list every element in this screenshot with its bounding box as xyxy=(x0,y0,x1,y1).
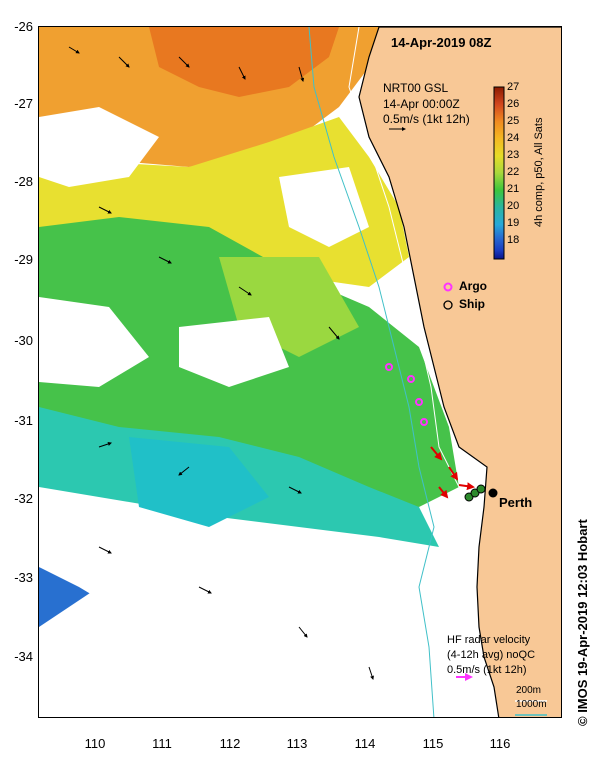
argo-legend-symbol xyxy=(443,282,453,292)
ship-markers xyxy=(464,484,486,502)
cloud-gap-1 xyxy=(39,107,159,187)
map-canvas xyxy=(39,27,561,717)
sst-orange-core xyxy=(149,27,339,97)
colorbar-tick: 18 xyxy=(507,234,520,246)
depth-1000m-contour xyxy=(308,27,435,717)
colorbar-tick-labels: 27 26 25 24 23 22 21 20 19 18 xyxy=(507,81,537,261)
y-tick-label: -30 xyxy=(14,333,33,348)
colorbar-tick: 23 xyxy=(507,149,520,161)
ship-legend-label: Ship xyxy=(459,297,485,311)
x-tick-label: 111 xyxy=(152,736,172,751)
current-arrows xyxy=(68,46,374,680)
colorbar-tick: 27 xyxy=(507,81,520,93)
argo-markers xyxy=(385,363,428,426)
y-tick-label: -34 xyxy=(14,649,33,664)
hf-line1: HF radar velocity xyxy=(447,634,531,646)
x-tick-label: 113 xyxy=(286,736,308,751)
x-tick-label: 115 xyxy=(422,736,444,751)
y-tick-label: -26 xyxy=(14,19,33,34)
x-tick-label: 116 xyxy=(489,736,511,751)
colorbar-tick: 20 xyxy=(507,200,520,212)
colorbar-tick: 19 xyxy=(507,217,520,229)
sst-cyan-patch xyxy=(129,437,269,527)
hf-radar-arrows xyxy=(430,446,475,499)
depth-label-1000m: 1000m xyxy=(516,699,547,710)
colorbar-tick: 22 xyxy=(507,166,520,178)
depth-200m-contour xyxy=(348,27,470,717)
depth-label-200m: 200m xyxy=(516,685,542,696)
cloud-gap-2 xyxy=(39,297,149,387)
colorbar xyxy=(493,86,505,260)
perth-label: Perth xyxy=(499,495,533,510)
ship-legend-symbol xyxy=(443,300,453,310)
y-tick-label: -27 xyxy=(14,96,33,111)
colorbar-tick: 25 xyxy=(507,115,520,127)
colorbar-tick: 26 xyxy=(507,98,520,110)
colorbar-label: 4h comp, p50, All Sats xyxy=(533,117,545,227)
model-line1: NRT00 GSL xyxy=(383,81,449,95)
y-tick-label: -32 xyxy=(14,491,33,506)
cloud-gap-5 xyxy=(279,167,369,247)
cloud-gap-4 xyxy=(179,317,289,387)
hf-line2: (4-12h avg) noQC xyxy=(447,649,536,661)
land-mass xyxy=(358,27,561,717)
x-tick-label: 112 xyxy=(219,736,241,751)
colorbar-tick: 24 xyxy=(507,132,520,144)
y-tick-label: -29 xyxy=(14,252,33,267)
model-line3: 0.5m/s (1kt 12h) xyxy=(383,112,470,126)
colorbar-tick: 21 xyxy=(507,183,520,195)
sst-yellow-band xyxy=(39,117,409,287)
copyright-notice: © IMOS 19-Apr-2019 12:03 Hobart xyxy=(575,519,590,726)
map-title: 14-Apr-2019 08Z xyxy=(391,35,492,50)
cloud-gap-3 xyxy=(39,527,419,717)
x-tick-label: 114 xyxy=(354,736,376,751)
y-tick-label: -31 xyxy=(14,413,33,428)
model-line2: 14-Apr 00:00Z xyxy=(383,97,460,111)
sst-map: 14-Apr-2019 08Z NRT00 GSL 14-Apr 00:00Z … xyxy=(38,26,562,718)
hf-line3: 0.5m/s (1kt 12h) xyxy=(447,664,527,676)
perth-marker xyxy=(488,488,498,498)
y-tick-label: -28 xyxy=(14,174,33,189)
x-tick-label: 110 xyxy=(84,736,106,751)
y-tick-label: -33 xyxy=(14,570,33,585)
argo-legend-label: Argo xyxy=(459,279,487,293)
